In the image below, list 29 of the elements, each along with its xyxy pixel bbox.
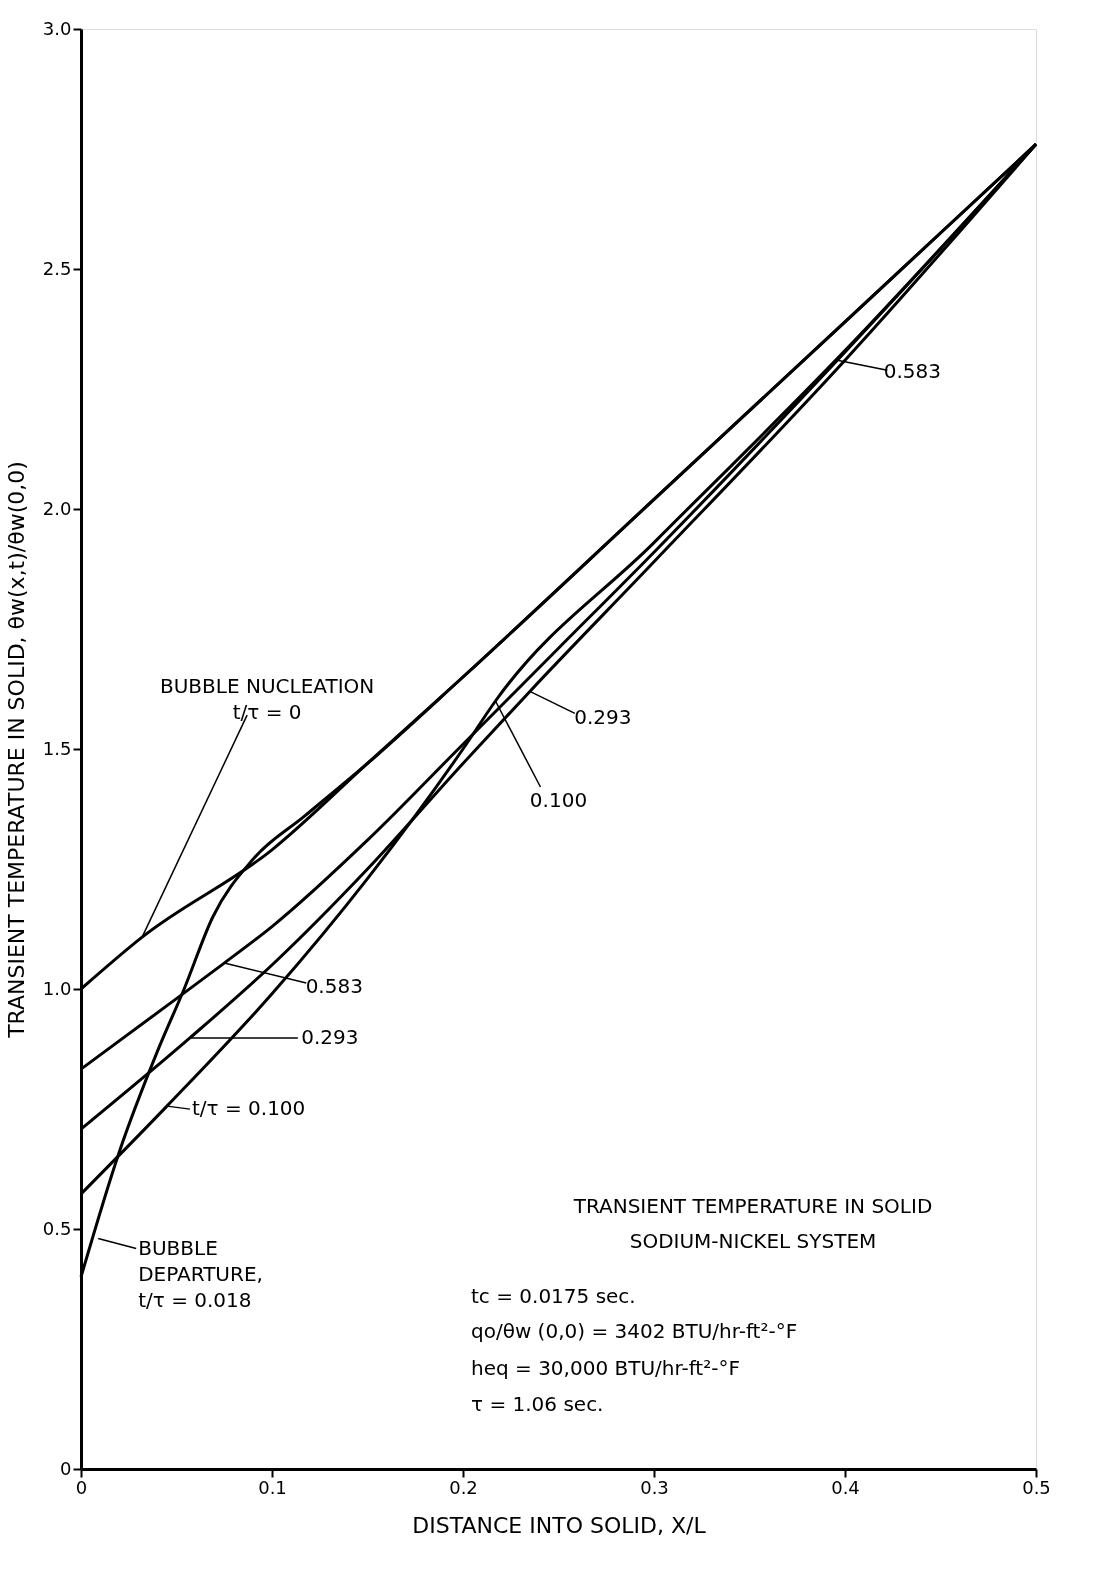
x-tick-label: 0.2 xyxy=(449,1476,478,1498)
y-axis-title: TRANSIENT TEMPERATURE IN SOLID, θw(x,t)/θw(0,0) xyxy=(3,461,29,1039)
y-tick-label: 2.0 xyxy=(42,497,72,519)
y-tick-label: 0 xyxy=(60,1457,72,1479)
y-tick-label: 0.5 xyxy=(42,1217,72,1239)
annotation: 0.293 xyxy=(574,705,632,730)
annotation: heq = 30,000 BTU/hr-ft²-°F xyxy=(471,1356,740,1380)
x-tick-label: 0 xyxy=(75,1476,88,1498)
annotation: BUBBLE NUCLEATION t/τ = 0 xyxy=(160,674,375,725)
x-axis-title: DISTANCE INTO SOLID, X/L xyxy=(412,1512,707,1538)
annotation: qo/θw (0,0) = 3402 BTU/hr-ft²-°F xyxy=(471,1319,798,1343)
annotation: SODIUM-NICKEL SYSTEM xyxy=(629,1229,877,1253)
x-tick-label: 0.5 xyxy=(1022,1476,1051,1498)
y-tick-label: 2.5 xyxy=(42,257,72,279)
annotation: τ = 1.06 sec. xyxy=(471,1392,604,1416)
annotation: TRANSIENT TEMPERATURE IN SOLID xyxy=(572,1194,933,1218)
x-tick-label: 0.1 xyxy=(258,1476,287,1498)
annotation: 0.293 xyxy=(301,1024,359,1049)
annotation: 0.583 xyxy=(883,359,941,384)
x-tick-label: 0.4 xyxy=(831,1476,860,1498)
annotation: BUBBLE DEPARTURE, t/τ = 0.018 xyxy=(138,1235,263,1312)
annotation: 0.100 xyxy=(529,788,588,812)
y-tick-label: 1.0 xyxy=(42,977,72,999)
annotation: t/τ = 0.100 xyxy=(191,1096,306,1121)
annotation: 0.583 xyxy=(305,974,363,999)
y-tick-label: 1.5 xyxy=(42,737,72,759)
annotation: tc = 0.0175 sec. xyxy=(471,1284,636,1308)
x-tick-label: 0.3 xyxy=(640,1476,669,1498)
y-tick-label: 3.0 xyxy=(42,17,72,39)
